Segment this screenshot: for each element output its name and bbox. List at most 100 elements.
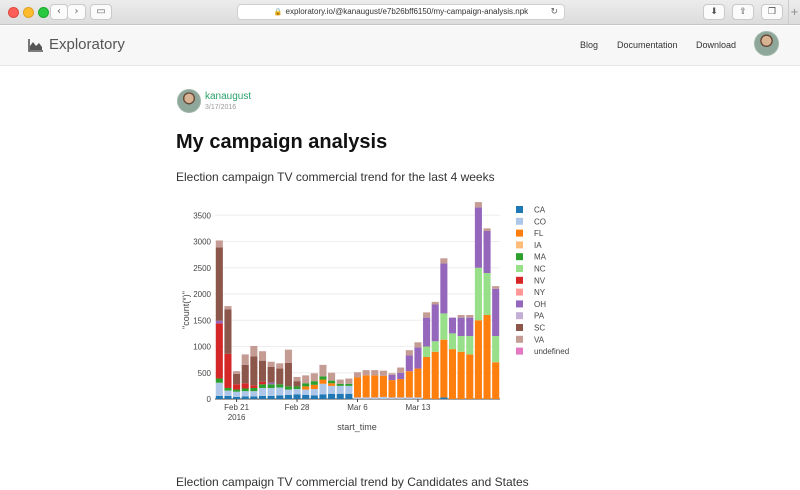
bar-segment[interactable] xyxy=(250,356,258,386)
bar-segment[interactable] xyxy=(371,397,379,399)
reload-icon[interactable]: ↻ xyxy=(550,7,558,17)
bar-segment[interactable] xyxy=(440,263,448,314)
bar-segment[interactable] xyxy=(492,362,500,399)
bar-segment[interactable] xyxy=(233,373,241,385)
bar-segment[interactable] xyxy=(267,366,275,383)
bar-segment[interactable] xyxy=(405,397,413,399)
bar-segment[interactable] xyxy=(224,306,232,310)
bar-segment[interactable] xyxy=(474,267,482,321)
bar-segment[interactable] xyxy=(440,313,448,340)
bar-segment[interactable] xyxy=(224,390,232,396)
bar-segment[interactable] xyxy=(492,288,500,336)
bar-segment[interactable] xyxy=(362,375,370,398)
bar-segment[interactable] xyxy=(423,317,431,347)
bar-segment[interactable] xyxy=(267,387,275,396)
legend-label[interactable]: MA xyxy=(534,253,547,262)
author-name-link[interactable]: kanaugust xyxy=(205,91,252,102)
bar-segment[interactable] xyxy=(440,258,448,264)
legend-swatch[interactable] xyxy=(516,276,523,284)
bar-segment[interactable] xyxy=(276,387,284,396)
brand-link[interactable]: Exploratory xyxy=(28,36,125,53)
bar-segment[interactable] xyxy=(233,396,241,399)
bar-segment[interactable] xyxy=(215,395,223,399)
legend-label[interactable]: NC xyxy=(534,265,546,274)
bar-segment[interactable] xyxy=(319,376,327,380)
legend-swatch[interactable] xyxy=(516,241,523,249)
bar-segment[interactable] xyxy=(474,207,482,268)
legend-label[interactable]: CA xyxy=(534,206,546,215)
bar-segment[interactable] xyxy=(405,355,413,372)
bar-segment[interactable] xyxy=(224,395,232,399)
bar-segment[interactable] xyxy=(293,389,301,395)
bar-segment[interactable] xyxy=(362,397,370,399)
bar-segment[interactable] xyxy=(328,383,336,386)
bar-segment[interactable] xyxy=(215,323,223,379)
bar-segment[interactable] xyxy=(440,339,448,398)
bar-segment[interactable] xyxy=(250,391,258,397)
author-avatar[interactable] xyxy=(177,89,201,113)
bar-segment[interactable] xyxy=(379,396,387,399)
bar-segment[interactable] xyxy=(276,363,284,369)
bar-segment[interactable] xyxy=(379,370,387,376)
bar-segment[interactable] xyxy=(388,397,396,399)
bar-segment[interactable] xyxy=(388,374,396,381)
bar-segment[interactable] xyxy=(293,376,301,382)
legend-label[interactable]: VA xyxy=(534,335,545,344)
bar-segment[interactable] xyxy=(345,378,353,384)
bar-segment[interactable] xyxy=(405,350,413,356)
bar-segment[interactable] xyxy=(492,336,500,363)
bar-segment[interactable] xyxy=(224,309,232,354)
bar-segment[interactable] xyxy=(448,349,457,399)
bar-segment[interactable] xyxy=(483,273,491,315)
bar-segment[interactable] xyxy=(293,381,301,387)
bar-segment[interactable] xyxy=(310,373,318,382)
bar-segment[interactable] xyxy=(345,385,353,394)
legend-swatch[interactable] xyxy=(516,265,523,272)
bar-segment[interactable] xyxy=(267,395,275,399)
bar-segment[interactable] xyxy=(302,383,310,387)
bar-segment[interactable] xyxy=(328,380,336,384)
legend-label[interactable]: NY xyxy=(534,288,546,297)
bar-segment[interactable] xyxy=(284,349,292,363)
bar-segment[interactable] xyxy=(466,354,474,399)
bar-segment[interactable] xyxy=(397,372,405,380)
bar-segment[interactable] xyxy=(353,372,362,378)
bar-segment[interactable] xyxy=(353,377,362,398)
user-avatar[interactable] xyxy=(754,31,779,56)
bar-segment[interactable] xyxy=(267,382,275,385)
bar-segment[interactable] xyxy=(215,378,223,383)
bar-segment[interactable] xyxy=(423,312,431,318)
legend-swatch[interactable] xyxy=(516,312,523,320)
legend-label[interactable]: FL xyxy=(534,229,544,238)
bar-segment[interactable] xyxy=(215,382,223,396)
bar-segment[interactable] xyxy=(431,341,439,352)
bar-segment[interactable] xyxy=(310,381,318,385)
bar-segment[interactable] xyxy=(431,304,439,342)
bar-segment[interactable] xyxy=(414,347,422,369)
bar-segment[interactable] xyxy=(457,317,465,336)
bar-segment[interactable] xyxy=(345,393,353,399)
minimize-window-button[interactable] xyxy=(23,7,34,18)
bar-segment[interactable] xyxy=(379,375,387,397)
bar-segment[interactable] xyxy=(457,351,465,399)
bar-segment[interactable] xyxy=(431,301,439,305)
bar-segment[interactable] xyxy=(319,394,327,399)
sidebar-toggle-button[interactable]: ▭ xyxy=(90,4,112,20)
bar-segment[interactable] xyxy=(267,384,275,388)
bar-segment[interactable] xyxy=(258,351,267,361)
share-button[interactable]: ⇪ xyxy=(732,4,754,20)
bar-segment[interactable] xyxy=(474,320,482,399)
bar-segment[interactable] xyxy=(276,395,284,399)
bar-segment[interactable] xyxy=(233,384,241,390)
bar-segment[interactable] xyxy=(474,202,482,208)
legend-swatch[interactable] xyxy=(516,335,523,343)
bar-segment[interactable] xyxy=(336,393,344,399)
close-window-button[interactable] xyxy=(8,7,19,18)
bar-segment[interactable] xyxy=(250,345,258,357)
bar-segment[interactable] xyxy=(215,240,223,248)
legend-swatch[interactable] xyxy=(516,229,523,237)
tabs-button[interactable]: ❐ xyxy=(761,4,783,20)
bar-segment[interactable] xyxy=(414,397,422,399)
bar-segment[interactable] xyxy=(371,375,379,398)
bar-segment[interactable] xyxy=(388,380,396,398)
